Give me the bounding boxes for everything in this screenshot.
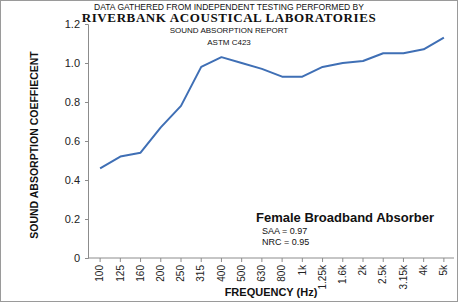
x-tick-label: 1.25k [317, 264, 328, 289]
subtitle: ASTM C423 [207, 38, 251, 47]
x-tick: 1.6k [337, 258, 348, 284]
x-tick-mark [322, 258, 323, 262]
x-tick-mark [100, 258, 101, 262]
y-axis-line [85, 25, 89, 259]
y-tick-mark [85, 258, 88, 259]
plot-area [100, 38, 444, 169]
x-axis-title: FREQUENCY (Hz) [225, 286, 318, 298]
y-tick: 1.0 [65, 57, 88, 69]
x-tick-mark [363, 258, 364, 262]
x-tick: 1.25k [317, 258, 328, 289]
x-tick-label: 4k [418, 264, 429, 276]
y-tick-mark [85, 180, 88, 181]
x-tick: 800 [276, 258, 287, 282]
x-axis-line [88, 258, 454, 259]
x-tick-mark [221, 258, 222, 262]
x-tick: 400 [216, 258, 227, 282]
frame [1, 1, 458, 302]
x-tick-mark [342, 258, 343, 262]
x-tick: 315 [195, 258, 206, 282]
x-tick: 4k [418, 258, 429, 276]
x-tick-mark [181, 258, 182, 262]
x-tick: 1k [297, 258, 308, 276]
y-tick-mark [85, 63, 88, 64]
annotation: NRC = 0.95 [262, 237, 309, 247]
x-tick-mark [423, 258, 424, 262]
x-tick-mark [160, 258, 161, 262]
y-tick: 0.8 [65, 96, 88, 108]
y-tick: 0.6 [65, 135, 88, 147]
x-tick-mark [241, 258, 242, 262]
y-tick-label: 1.0 [65, 57, 80, 69]
y-tick-label: 0.4 [65, 174, 80, 186]
y-tick-mark [85, 219, 88, 220]
x-tick-label: 1.6k [337, 264, 348, 284]
chart: 0 0.2 0.4 0.6 0.8 1.0 1.2 100 125 160 200 250 315 400… [0, 0, 458, 302]
y-axis: 0 0.2 0.4 0.6 0.8 1.0 1.2 [65, 18, 89, 264]
x-tick-label: 315 [195, 265, 206, 282]
x-tick: 2.5k [377, 258, 388, 284]
x-tick: 5k [438, 258, 449, 276]
x-tick-label: 200 [155, 265, 166, 282]
y-tick: 0.2 [65, 213, 88, 225]
x-tick-label: 800 [276, 265, 287, 282]
x-tick-mark [443, 258, 444, 262]
x-tick-mark [383, 258, 384, 262]
y-tick: 0.4 [65, 174, 88, 186]
y-tick-label: 1.2 [65, 18, 80, 30]
x-tick: 3.15k [398, 258, 409, 289]
x-tick-label: 500 [236, 265, 247, 282]
x-tick-label: 100 [94, 265, 105, 282]
x-tick: 200 [155, 258, 166, 282]
title: RIVERBANK ACOUSTICAL LABORATORIES [82, 10, 377, 25]
y-tick-label: 0 [74, 252, 80, 264]
y-tick-label: 0.6 [65, 135, 80, 147]
y-tick-label: 0.8 [65, 96, 80, 108]
x-tick-mark [302, 258, 303, 262]
annotation: Female Broadband Absorber [256, 210, 434, 225]
y-tick-mark [85, 141, 88, 142]
x-tick-label: 630 [256, 265, 267, 282]
x-tick-label: 3.15k [398, 264, 409, 289]
x-tick: 125 [115, 258, 126, 282]
x-tick: 2k [357, 258, 368, 276]
y-tick-mark [85, 102, 88, 103]
x-tick: 160 [135, 258, 146, 282]
x-axis: 100 125 160 200 250 315 400 500 630 800 1k 1.25k 1.6… [88, 258, 454, 289]
x-tick-label: 400 [216, 265, 227, 282]
subtitle: SOUND ABSORPTION REPORT [170, 26, 289, 35]
x-tick: 250 [175, 258, 186, 282]
x-tick-label: 5k [438, 264, 449, 276]
x-tick-label: 250 [175, 265, 186, 282]
x-tick: 500 [236, 258, 247, 282]
x-tick: 630 [256, 258, 267, 282]
x-tick-label: 1k [297, 264, 308, 276]
x-tick-label: 2.5k [377, 264, 388, 284]
x-tick-label: 125 [115, 265, 126, 282]
x-tick-mark [201, 258, 202, 262]
x-tick-mark [120, 258, 121, 262]
x-tick-mark [140, 258, 141, 262]
data-line [100, 38, 444, 169]
y-tick: 0 [74, 252, 88, 264]
x-tick-mark [282, 258, 283, 262]
y-axis-title: SOUND ABSORPTION COEFFIECENT [28, 51, 40, 239]
x-tick-mark [403, 258, 404, 262]
x-tick-label: 160 [135, 265, 146, 282]
y-tick-label: 0.2 [65, 213, 80, 225]
x-tick-label: 2k [357, 264, 368, 276]
x-tick-mark [261, 258, 262, 262]
x-tick: 100 [94, 258, 105, 282]
annotation: SAA = 0.97 [262, 226, 307, 236]
